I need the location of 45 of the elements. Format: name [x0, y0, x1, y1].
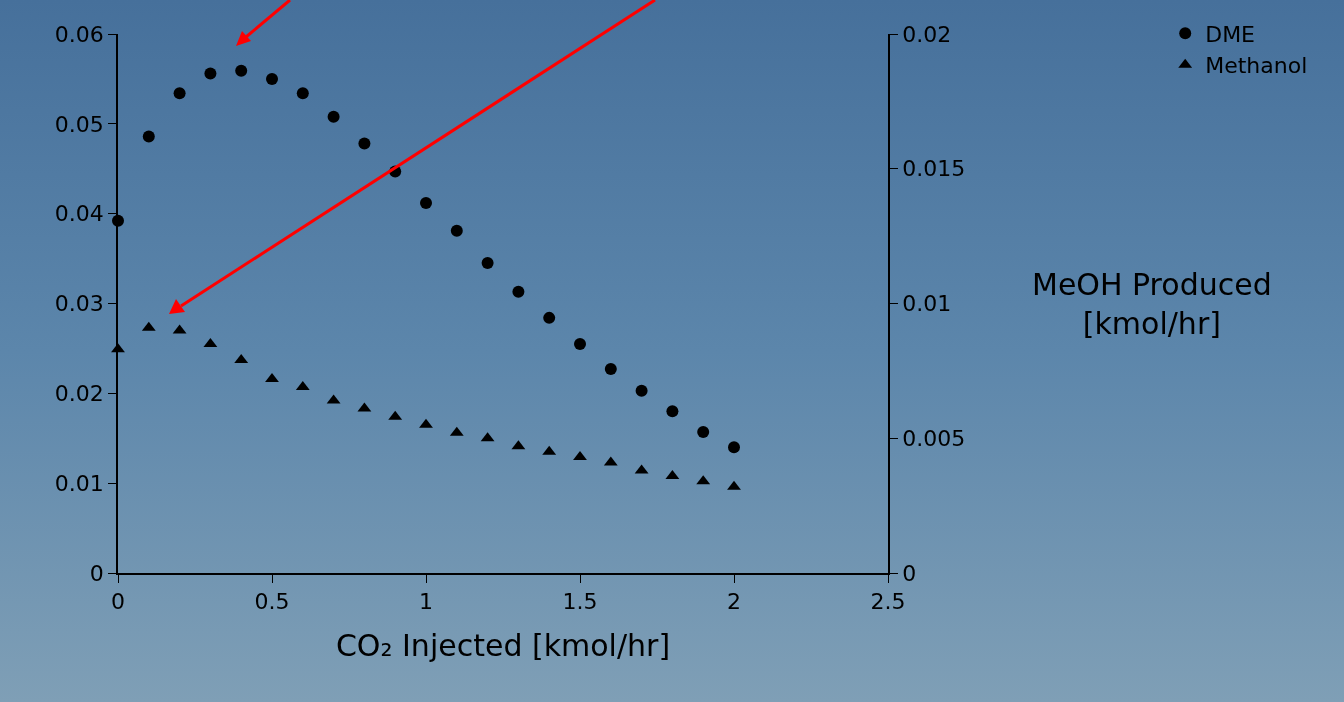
point: [204, 67, 217, 80]
legend-label: DME: [1205, 21, 1256, 47]
point: [420, 196, 432, 209]
x-tick-label: 1.5: [562, 589, 598, 615]
point: [327, 110, 340, 123]
y-tick-label: 0.03: [54, 291, 104, 317]
y-tick-label: 0.06: [54, 21, 104, 47]
point: [573, 451, 587, 461]
point: [697, 425, 710, 438]
point: [358, 137, 371, 150]
point: [419, 418, 433, 428]
point: [543, 311, 556, 324]
legend-label: Methanol: [1205, 53, 1308, 79]
point: [173, 87, 186, 100]
point: [265, 372, 279, 382]
y-tick-label: 0: [89, 560, 104, 586]
x-tick-label: 2: [727, 589, 741, 615]
y2-tick-label: 0.015: [902, 156, 966, 182]
point: [235, 64, 248, 77]
point: [296, 87, 309, 100]
point: [512, 285, 525, 298]
y2-tick-label: 0: [902, 560, 917, 586]
x-axis-title: CO₂ Injected [kmol/hr]: [335, 628, 671, 664]
x-tick-label: 0.5: [254, 589, 290, 615]
y2-tick-label: 0.005: [902, 425, 966, 451]
point: [604, 363, 617, 376]
point: [574, 337, 586, 350]
x-tick-label: 1: [419, 589, 433, 615]
y-tick-label: 0.01: [54, 470, 104, 496]
point: [142, 130, 155, 143]
point: [266, 72, 278, 85]
point: [635, 384, 648, 397]
point: [450, 224, 463, 237]
x-tick-label: 0: [111, 589, 125, 615]
point: [727, 480, 741, 490]
y2-tick-label: 0.02: [902, 21, 952, 47]
point: [481, 257, 494, 270]
point: [728, 441, 740, 454]
y-tick-label: 0.05: [54, 111, 104, 137]
y-tick-label: 0.02: [54, 381, 104, 407]
y2-axis-title: MeOH Produced [kmol/hr]: [1032, 267, 1272, 341]
y-tick-label: 0.04: [54, 201, 104, 227]
point: [666, 405, 679, 418]
x-tick-label: 2.5: [870, 589, 906, 615]
y2-tick-label: 0.01: [902, 291, 952, 317]
